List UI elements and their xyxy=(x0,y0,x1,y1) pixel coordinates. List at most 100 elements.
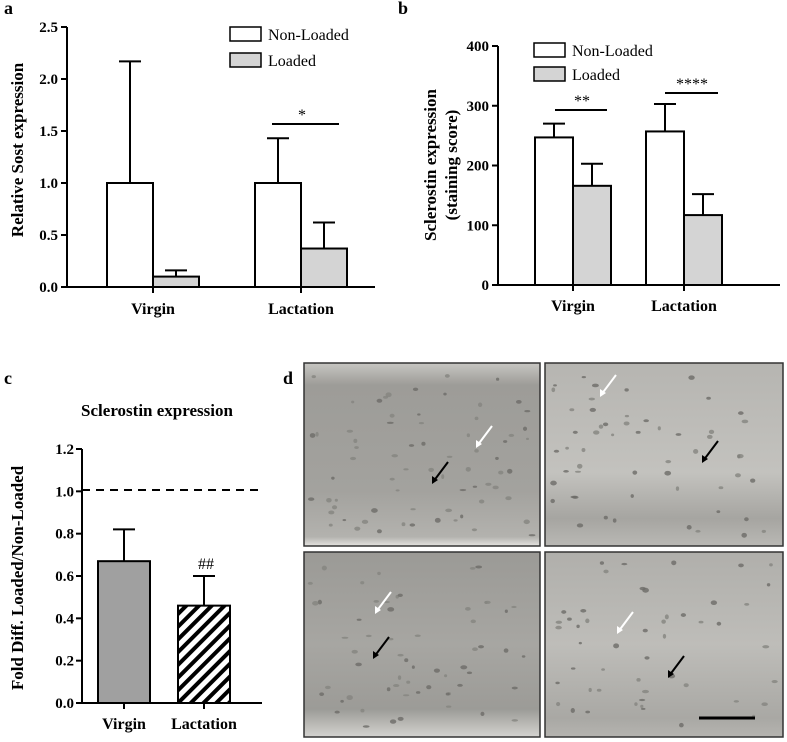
osteocyte-cell xyxy=(565,446,569,450)
panel-b-significance: ** **** xyxy=(555,76,718,111)
osteocyte-cell xyxy=(346,429,354,433)
osteocyte-cell xyxy=(325,685,331,690)
osteocyte-cell xyxy=(469,566,476,570)
osteocyte-cell xyxy=(511,686,518,690)
osteocyte-cell xyxy=(446,455,453,458)
osteocyte-cell xyxy=(524,409,531,413)
osteocyte-cell xyxy=(585,618,590,624)
osteocyte-cell xyxy=(356,618,362,621)
osteocyte-cell xyxy=(415,691,421,694)
osteocyte-cell xyxy=(596,688,602,692)
y-tick-label: 2.0 xyxy=(39,72,58,88)
osteocyte-cell xyxy=(683,683,689,688)
osteocyte-cell xyxy=(495,377,500,381)
osteocyte-cell xyxy=(410,508,416,511)
osteocyte-cell xyxy=(472,647,478,652)
osteocyte-cell xyxy=(307,581,313,585)
osteocyte-cell xyxy=(638,698,646,702)
black-arrow-head xyxy=(702,455,708,463)
bar-non-loaded-lactation xyxy=(254,182,302,288)
osteocyte-cell xyxy=(635,430,641,434)
osteocyte-cell xyxy=(643,419,649,423)
osteocyte-cell xyxy=(706,434,713,439)
legend-swatch-non-loaded xyxy=(533,42,566,58)
bar-non-loaded-virgin xyxy=(534,136,574,286)
panel-a-legend: Non-Loaded Loaded xyxy=(229,26,349,70)
significance-marker-lactation: * xyxy=(298,107,306,124)
osteocyte-cell xyxy=(389,719,397,724)
panel-letter-c: c xyxy=(4,368,12,388)
osteocyte-cell xyxy=(591,383,599,388)
white-arrow-head xyxy=(617,626,623,634)
osteocyte-cell xyxy=(572,430,578,434)
osteocyte-cell xyxy=(585,710,591,714)
osteocyte-cell xyxy=(408,444,415,447)
panel-letter-d: d xyxy=(283,368,293,388)
osteocyte-cell xyxy=(526,437,530,441)
osteocyte-cell xyxy=(657,426,661,431)
panel-c-yticks: 0.0 0.2 0.4 0.6 0.8 1.0 1.2 xyxy=(55,442,74,712)
osteocyte-cell xyxy=(395,489,400,492)
osteocyte-cell xyxy=(569,408,575,412)
osteocyte-cell xyxy=(581,376,586,379)
white-arrow-head xyxy=(476,440,482,448)
panel-a-significance: * xyxy=(272,107,339,125)
osteocyte-cell xyxy=(397,653,404,657)
osteocyte-cell xyxy=(421,441,426,446)
osteocyte-cell xyxy=(577,463,583,469)
osteocyte-cell xyxy=(761,702,768,707)
panel-c-ylabel: Fold Diff. Loaded/Non-Loaded xyxy=(8,465,27,690)
osteocyte-cell xyxy=(511,719,519,722)
osteocyte-cell xyxy=(362,725,370,728)
osteocyte-cell xyxy=(495,456,499,461)
osteocyte-cell xyxy=(550,498,555,504)
osteocyte-cell xyxy=(706,396,711,400)
osteocyte-cell xyxy=(636,677,641,682)
panel-b-axes xyxy=(492,45,780,291)
osteocyte-cell xyxy=(603,569,609,574)
legend-label-non-loaded: Non-Loaded xyxy=(268,27,349,44)
bar-non-loaded-lactation xyxy=(645,130,685,286)
osteocyte-cell xyxy=(675,486,680,491)
osteocyte-cell xyxy=(459,488,467,492)
osteocyte-cell xyxy=(331,476,335,480)
osteocyte-cell xyxy=(360,581,365,585)
x-category-label: Lactation xyxy=(171,716,237,733)
osteocyte-cell xyxy=(528,534,536,537)
panel-c-axes xyxy=(76,448,262,709)
osteocyte-cell xyxy=(708,429,715,435)
osteocyte-cell xyxy=(588,687,592,693)
osteocyte-cell xyxy=(484,601,488,605)
osteocyte-cell xyxy=(475,565,483,569)
y-tick-label: 0.5 xyxy=(39,228,58,244)
osteocyte-cell xyxy=(642,628,648,633)
osteocyte-cell xyxy=(680,613,687,617)
osteocyte-cell xyxy=(445,705,452,708)
osteocyte-cell xyxy=(508,433,515,437)
osteocyte-cell xyxy=(401,522,406,527)
osteocyte-cell xyxy=(580,609,587,613)
osteocyte-cell xyxy=(553,384,557,387)
osteocyte-cell xyxy=(350,456,357,461)
osteocyte-cell xyxy=(624,388,629,392)
osteocyte-cell xyxy=(718,486,724,490)
osteocyte-cell xyxy=(453,519,458,522)
osteocyte-cell xyxy=(762,645,770,649)
y-tick-label: 100 xyxy=(467,218,490,234)
y-tick-label: 300 xyxy=(467,99,490,115)
osteocyte-cell xyxy=(507,468,513,474)
osteocyte-cell xyxy=(737,454,744,459)
y-tick-label: 200 xyxy=(467,159,490,175)
x-category-label: Lactation xyxy=(651,298,717,315)
osteocyte-cell xyxy=(441,474,445,480)
osteocyte-cell xyxy=(376,529,382,534)
osteocyte-cell xyxy=(632,470,638,475)
osteocyte-cell xyxy=(642,587,649,593)
osteocyte-cell xyxy=(555,625,562,630)
osteocyte-cell xyxy=(307,497,315,501)
osteocyte-cell xyxy=(474,416,479,421)
x-category-label: Virgin xyxy=(102,716,146,733)
osteocyte-cell xyxy=(634,702,638,706)
osteocyte-cell xyxy=(771,680,778,684)
